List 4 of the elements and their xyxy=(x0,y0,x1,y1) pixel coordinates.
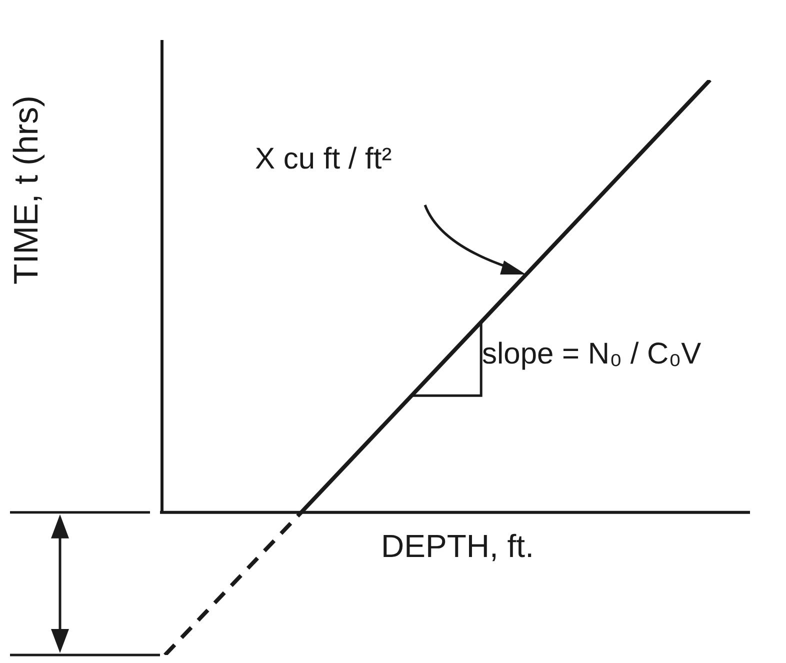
x-axis-title: DEPTH, ft. xyxy=(381,528,534,564)
annotation: X cu ft / ft² xyxy=(255,142,392,176)
y-axis-title: TIME, t (hrs) xyxy=(7,96,46,284)
annotation: slope = N₀ / C₀V xyxy=(482,337,702,370)
